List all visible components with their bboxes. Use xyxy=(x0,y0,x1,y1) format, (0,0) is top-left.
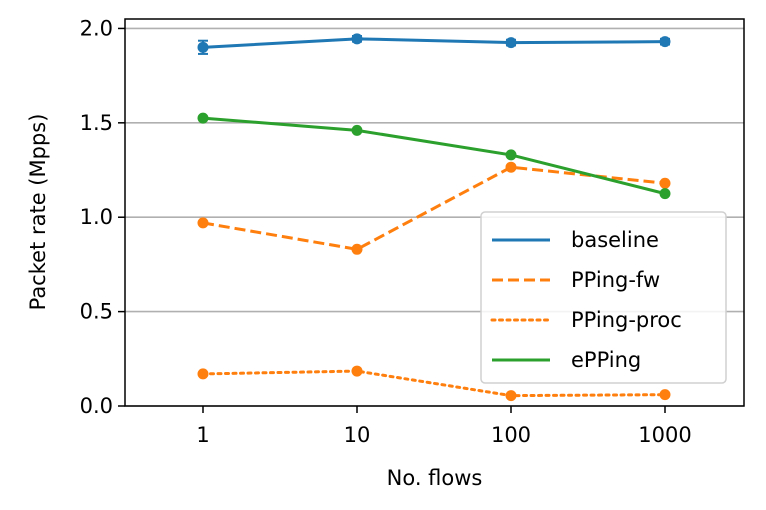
x-tick-label: 100 xyxy=(491,423,531,447)
legend-label: PPing-proc xyxy=(571,308,682,332)
y-tick-label: 0.5 xyxy=(80,300,113,324)
legend-label: PPing-fw xyxy=(571,268,660,292)
data-point xyxy=(351,365,363,377)
data-point xyxy=(197,112,209,124)
data-point xyxy=(659,389,671,401)
series-PPing-proc xyxy=(197,365,671,402)
data-point xyxy=(659,177,671,189)
data-point xyxy=(505,37,517,49)
data-point xyxy=(197,217,209,229)
series-layer xyxy=(197,33,671,402)
data-point xyxy=(659,36,671,48)
data-point xyxy=(351,243,363,255)
x-tick-label: 1 xyxy=(196,423,209,447)
y-tick-label: 1.0 xyxy=(80,205,113,229)
legend-label: baseline xyxy=(571,228,659,252)
series-line-baseline xyxy=(202,37,666,49)
series-line-PPing-proc xyxy=(201,369,667,398)
data-point xyxy=(505,390,517,402)
series-baseline xyxy=(197,33,671,55)
data-point xyxy=(505,149,517,161)
x-axis-title: No. flows xyxy=(387,466,483,490)
series-line-ePPing xyxy=(202,116,666,196)
legend-box xyxy=(480,211,727,384)
y-axis-title: Packet rate (Mpps) xyxy=(26,114,50,311)
data-point xyxy=(351,33,363,45)
plot-frame xyxy=(124,18,745,407)
series-ePPing xyxy=(197,112,671,200)
y-tick-label: 2.0 xyxy=(80,16,113,40)
data-point xyxy=(351,124,363,136)
data-point xyxy=(659,188,671,200)
y-tick-label: 1.5 xyxy=(80,111,113,135)
axes: 0.0 0.5 1.0 1.5 2.0 1 10 100 1000 xyxy=(80,16,692,447)
y-tick-label: 0.0 xyxy=(80,394,113,418)
data-point xyxy=(197,41,209,53)
data-point xyxy=(197,368,209,380)
data-point xyxy=(505,161,517,173)
legend: baseline PPing-fw PPing-proc ePPing xyxy=(480,211,727,384)
x-tick-label: 1000 xyxy=(638,423,691,447)
x-tick-label: 10 xyxy=(344,423,371,447)
legend-label: ePPing xyxy=(571,348,641,372)
